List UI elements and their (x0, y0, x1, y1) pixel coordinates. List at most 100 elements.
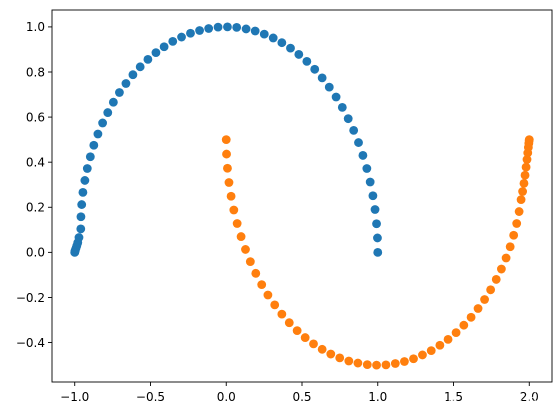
data-point (222, 149, 231, 159)
data-point (250, 26, 260, 36)
y-tick-label: −0.4 (16, 336, 45, 350)
data-point (516, 195, 526, 205)
data-point (70, 247, 80, 257)
data-point (354, 138, 363, 147)
x-tick-label: −1.0 (60, 390, 89, 404)
data-point (221, 135, 231, 145)
data-point (177, 32, 186, 42)
data-point (98, 118, 108, 128)
points-layer (70, 22, 534, 370)
y-tick-label: −0.2 (16, 291, 45, 305)
data-point (368, 191, 378, 201)
data-point (373, 233, 382, 243)
y-tick-label: 0.6 (26, 110, 45, 124)
data-point (186, 28, 195, 38)
data-point (259, 29, 269, 39)
data-point (331, 92, 341, 102)
data-point (224, 178, 234, 187)
data-point (509, 230, 519, 240)
series-0 (70, 22, 383, 257)
data-point (229, 205, 239, 215)
data-point (286, 43, 295, 53)
data-point (362, 360, 372, 370)
data-point (277, 309, 287, 319)
data-point (85, 152, 95, 162)
data-point (115, 88, 124, 97)
data-point (108, 97, 118, 107)
data-point (143, 54, 153, 64)
data-point (514, 207, 524, 216)
data-point (435, 340, 445, 350)
data-point (245, 257, 255, 267)
data-point (343, 114, 353, 124)
x-axis: −1.0 −0.5 0.0 0.5 1.0 1.5 2.0 (60, 382, 539, 404)
data-point (473, 304, 483, 313)
data-point (335, 353, 345, 363)
data-point (268, 33, 278, 43)
data-point (365, 177, 375, 187)
data-point (520, 170, 530, 180)
data-point (518, 187, 528, 196)
x-tick-label: 1.0 (368, 390, 387, 404)
data-point (496, 264, 506, 274)
y-tick-label: 0.4 (26, 155, 45, 169)
data-point (370, 205, 380, 214)
data-point (77, 200, 87, 209)
data-point (241, 245, 250, 254)
data-point (89, 140, 99, 150)
data-point (390, 359, 400, 368)
data-point (82, 164, 92, 173)
data-point (257, 280, 267, 290)
x-tick-label: 1.5 (444, 390, 463, 404)
data-point (310, 64, 320, 74)
y-tick-label: 1.0 (26, 20, 45, 34)
data-point (135, 62, 145, 72)
data-point (128, 70, 138, 80)
data-point (300, 333, 310, 342)
y-tick-label: 0.2 (26, 201, 45, 215)
data-point (409, 354, 418, 364)
x-tick-label: −0.5 (136, 390, 165, 404)
data-point (223, 22, 232, 32)
data-point (226, 191, 236, 201)
y-tick-label: 0.0 (26, 246, 45, 260)
data-point (213, 22, 223, 32)
x-tick-label: 2.0 (520, 390, 539, 404)
x-tick-label: 0.0 (217, 390, 236, 404)
data-point (309, 339, 318, 349)
data-point (337, 102, 347, 112)
y-axis: −0.4 −0.2 0.0 0.2 0.4 0.6 0.8 1.0 (16, 20, 52, 350)
data-point (349, 125, 359, 135)
data-point (521, 162, 531, 172)
data-point (344, 356, 354, 366)
data-point (491, 275, 501, 284)
data-point (326, 349, 336, 359)
data-point (400, 357, 409, 366)
data-point (93, 129, 103, 139)
data-point (232, 219, 242, 228)
data-point (501, 253, 511, 263)
data-point (284, 318, 294, 328)
data-point (236, 232, 246, 241)
data-point (317, 344, 327, 354)
data-point (381, 360, 391, 370)
data-point (223, 163, 232, 173)
data-point (372, 219, 381, 229)
data-point (76, 224, 86, 234)
data-point (251, 268, 261, 278)
data-point (241, 24, 251, 34)
data-point (486, 285, 496, 295)
data-point (466, 312, 476, 322)
data-point (451, 328, 461, 338)
data-point (263, 290, 273, 300)
data-point (76, 212, 86, 222)
data-point (121, 79, 131, 88)
y-tick-label: 0.8 (26, 65, 45, 79)
data-point (480, 295, 489, 304)
data-point (294, 50, 304, 59)
data-point (353, 358, 363, 368)
data-point (302, 57, 312, 66)
data-point (358, 151, 368, 160)
x-tick-label: 0.5 (292, 390, 311, 404)
